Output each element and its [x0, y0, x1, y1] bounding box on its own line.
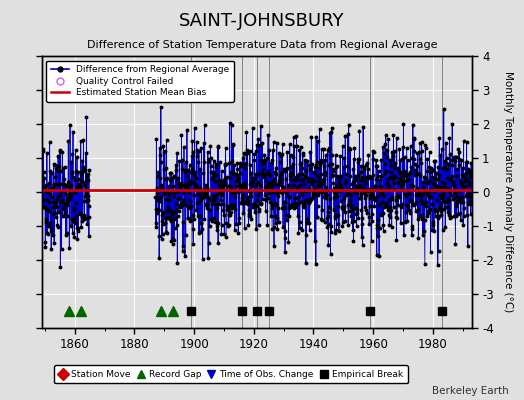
Legend: Station Move, Record Gap, Time of Obs. Change, Empirical Break: Station Move, Record Gap, Time of Obs. C…	[54, 365, 408, 383]
Text: Berkeley Earth: Berkeley Earth	[432, 386, 508, 396]
Text: SAINT-JOHNSBURY: SAINT-JOHNSBURY	[179, 12, 345, 30]
Y-axis label: Monthly Temperature Anomaly Difference (°C): Monthly Temperature Anomaly Difference (…	[504, 71, 514, 313]
Text: Difference of Station Temperature Data from Regional Average: Difference of Station Temperature Data f…	[87, 40, 437, 50]
